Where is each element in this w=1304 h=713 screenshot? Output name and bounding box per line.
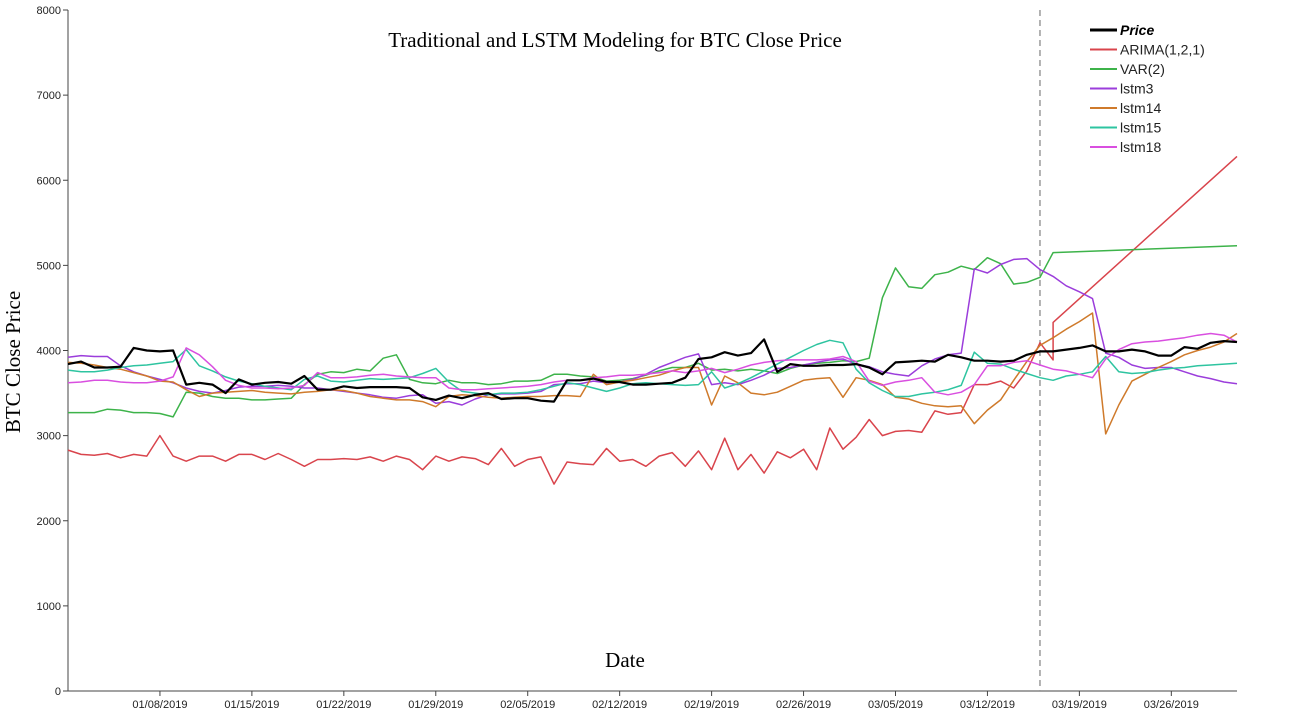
x-tick-label: 02/05/2019 — [500, 699, 555, 711]
series-line-var-2 — [68, 245, 1238, 418]
y-tick-label: 7000 — [37, 90, 61, 102]
y-tick-label: 1000 — [37, 601, 61, 613]
y-tick-label: 3000 — [37, 431, 61, 443]
x-tick-label: 01/15/2019 — [224, 699, 279, 711]
x-tick-label: 01/08/2019 — [132, 699, 187, 711]
x-tick-label: 03/05/2019 — [868, 699, 923, 711]
legend-label-lstm14: lstm14 — [1120, 100, 1161, 116]
x-tick-label: 02/12/2019 — [592, 699, 647, 711]
x-tick-label: 01/29/2019 — [408, 699, 463, 711]
y-tick-label: 8000 — [37, 5, 61, 17]
series-line-lstm14 — [67, 312, 1238, 435]
y-tick-label: 6000 — [37, 175, 61, 187]
legend-label-lstm15: lstm15 — [1120, 120, 1161, 136]
x-tick-label: 02/26/2019 — [776, 699, 831, 711]
series-line-lstm18 — [67, 332, 1238, 396]
legend-label-var-2: VAR(2) — [1120, 61, 1165, 77]
x-tick-label: 03/12/2019 — [960, 699, 1015, 711]
legend-label-price: Price — [1120, 22, 1154, 38]
series-line-price — [67, 338, 1238, 403]
chart-title: Traditional and LSTM Modeling for BTC Cl… — [388, 28, 842, 52]
y-tick-label: 0 — [55, 686, 61, 698]
x-axis-title: Date — [605, 648, 645, 672]
legend: Price ARIMA(1,2,1) VAR(2) lstm3 lstm14 lstm15… — [1090, 22, 1205, 155]
x-tick-label: 02/19/2019 — [684, 699, 739, 711]
x-tick-label: 01/22/2019 — [316, 699, 371, 711]
y-tick-label: 5000 — [37, 260, 61, 272]
legend-label-lstm3: lstm3 — [1120, 81, 1154, 97]
x-tick-label: 03/19/2019 — [1052, 699, 1107, 711]
series-line-arima-1-2-1 — [67, 155, 1238, 485]
x-tick-label: 03/26/2019 — [1144, 699, 1199, 711]
y-tick-label: 4000 — [37, 346, 61, 358]
y-axis-title: BTC Close Price — [1, 291, 25, 433]
legend-label-arima-1-2-1: ARIMA(1,2,1) — [1120, 42, 1205, 58]
series-lines — [67, 155, 1238, 485]
legend-label-lstm18: lstm18 — [1120, 139, 1161, 155]
axes: 0 1000 2000 3000 4000 5000 6000 7000 8000 01/08/2… — [37, 5, 1237, 711]
y-tick-label: 2000 — [37, 516, 61, 528]
